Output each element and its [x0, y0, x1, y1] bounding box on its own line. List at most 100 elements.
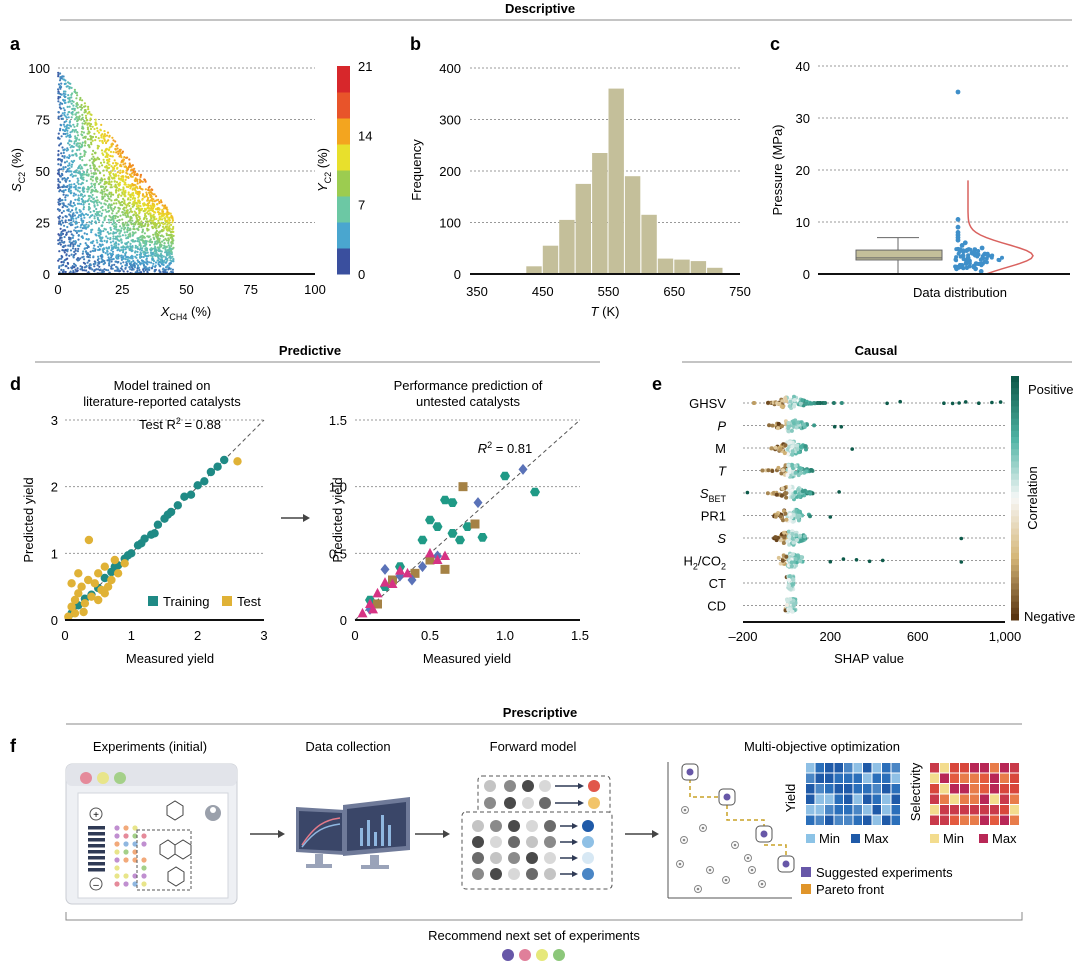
heatmap-cell	[882, 794, 891, 804]
data-point	[138, 268, 141, 272]
data-point	[80, 183, 83, 186]
data-point	[93, 205, 96, 208]
data-point	[65, 194, 68, 197]
chart-title-line2: untested catalysts	[416, 394, 521, 409]
data-point	[69, 125, 73, 128]
data-point	[104, 199, 107, 202]
data-point	[97, 145, 100, 148]
data-point	[57, 178, 60, 181]
data-point	[795, 447, 800, 452]
input-node	[544, 836, 556, 848]
data-point	[155, 223, 158, 226]
data-point	[126, 198, 130, 201]
data-point	[159, 243, 162, 246]
input-node	[526, 852, 538, 864]
data-point	[93, 210, 96, 213]
data-point	[127, 220, 130, 223]
data-point	[120, 267, 123, 270]
data-point	[83, 149, 86, 152]
data-point	[116, 249, 119, 252]
data-point	[75, 111, 78, 114]
data-point	[91, 268, 94, 271]
x-tick-label: 75	[244, 282, 258, 297]
data-point	[880, 558, 885, 563]
data-point	[128, 201, 131, 204]
data-point	[89, 250, 92, 253]
data-point	[57, 132, 60, 135]
data-point-test	[70, 609, 80, 618]
candidate-core	[708, 868, 712, 872]
data-point	[776, 421, 781, 426]
data-point	[143, 207, 146, 210]
data-point	[77, 116, 81, 119]
data-point	[105, 152, 108, 155]
data-point	[75, 258, 78, 261]
data-point	[145, 247, 148, 250]
data-point	[62, 166, 65, 169]
data-point	[83, 232, 86, 235]
data-point	[119, 230, 122, 233]
data-point	[60, 257, 63, 260]
legend-swatch-training	[148, 596, 158, 606]
data-point	[169, 257, 172, 260]
data-point	[171, 216, 174, 219]
heatmap-cell	[1000, 805, 1009, 815]
data-point	[63, 125, 66, 128]
data-point	[80, 176, 83, 179]
data-point	[66, 209, 69, 212]
colorbar-segment	[337, 222, 350, 249]
data-point	[68, 120, 72, 123]
data-point	[74, 249, 77, 252]
data-point	[102, 270, 105, 273]
data-point	[58, 258, 61, 261]
data-point-triangle	[440, 550, 450, 560]
data-point	[61, 102, 64, 105]
feature-name: P	[717, 419, 726, 434]
colorbar-segment	[1011, 467, 1019, 475]
data-point	[106, 167, 109, 170]
data-point-test	[120, 559, 129, 568]
stack-bar	[88, 862, 105, 866]
data-point	[156, 246, 159, 249]
heatmap-cell	[834, 815, 843, 825]
data-point	[149, 209, 152, 212]
chart-title-line1: Performance prediction of	[394, 378, 543, 393]
data-point	[101, 185, 104, 188]
data-point	[108, 134, 111, 137]
molecule-box	[136, 829, 192, 891]
data-point	[73, 250, 76, 253]
model-nodes	[472, 780, 600, 880]
data-point	[773, 514, 778, 519]
section-title: Prescriptive	[503, 705, 577, 720]
data-point	[984, 252, 989, 257]
data-point	[168, 262, 171, 265]
data-point	[144, 188, 147, 191]
data-point	[121, 218, 124, 221]
data-point	[90, 157, 93, 160]
feature-label: GHSV	[689, 396, 726, 411]
x-tick-label: 1,000	[989, 629, 1022, 644]
y-tick-label: 1.5	[329, 413, 347, 428]
data-point	[76, 250, 79, 253]
data-point	[101, 164, 104, 167]
data-point	[59, 222, 62, 225]
data-point	[102, 174, 106, 177]
data-point-test	[64, 612, 73, 621]
data-point	[70, 266, 73, 269]
heatmap-cell	[990, 784, 999, 794]
data-point	[86, 253, 89, 256]
data-point	[155, 251, 158, 254]
data-point	[70, 116, 73, 119]
data-point	[954, 247, 959, 252]
data-point	[837, 490, 841, 494]
data-point	[81, 116, 84, 119]
data-point	[120, 246, 123, 249]
data-point	[124, 248, 127, 251]
heatmap-cell	[825, 773, 834, 783]
data-point	[113, 159, 116, 162]
data-point	[96, 129, 99, 132]
data-point	[57, 171, 60, 174]
panel-letter-f: f	[10, 736, 17, 756]
data-point	[104, 141, 108, 145]
data-point	[96, 199, 99, 202]
